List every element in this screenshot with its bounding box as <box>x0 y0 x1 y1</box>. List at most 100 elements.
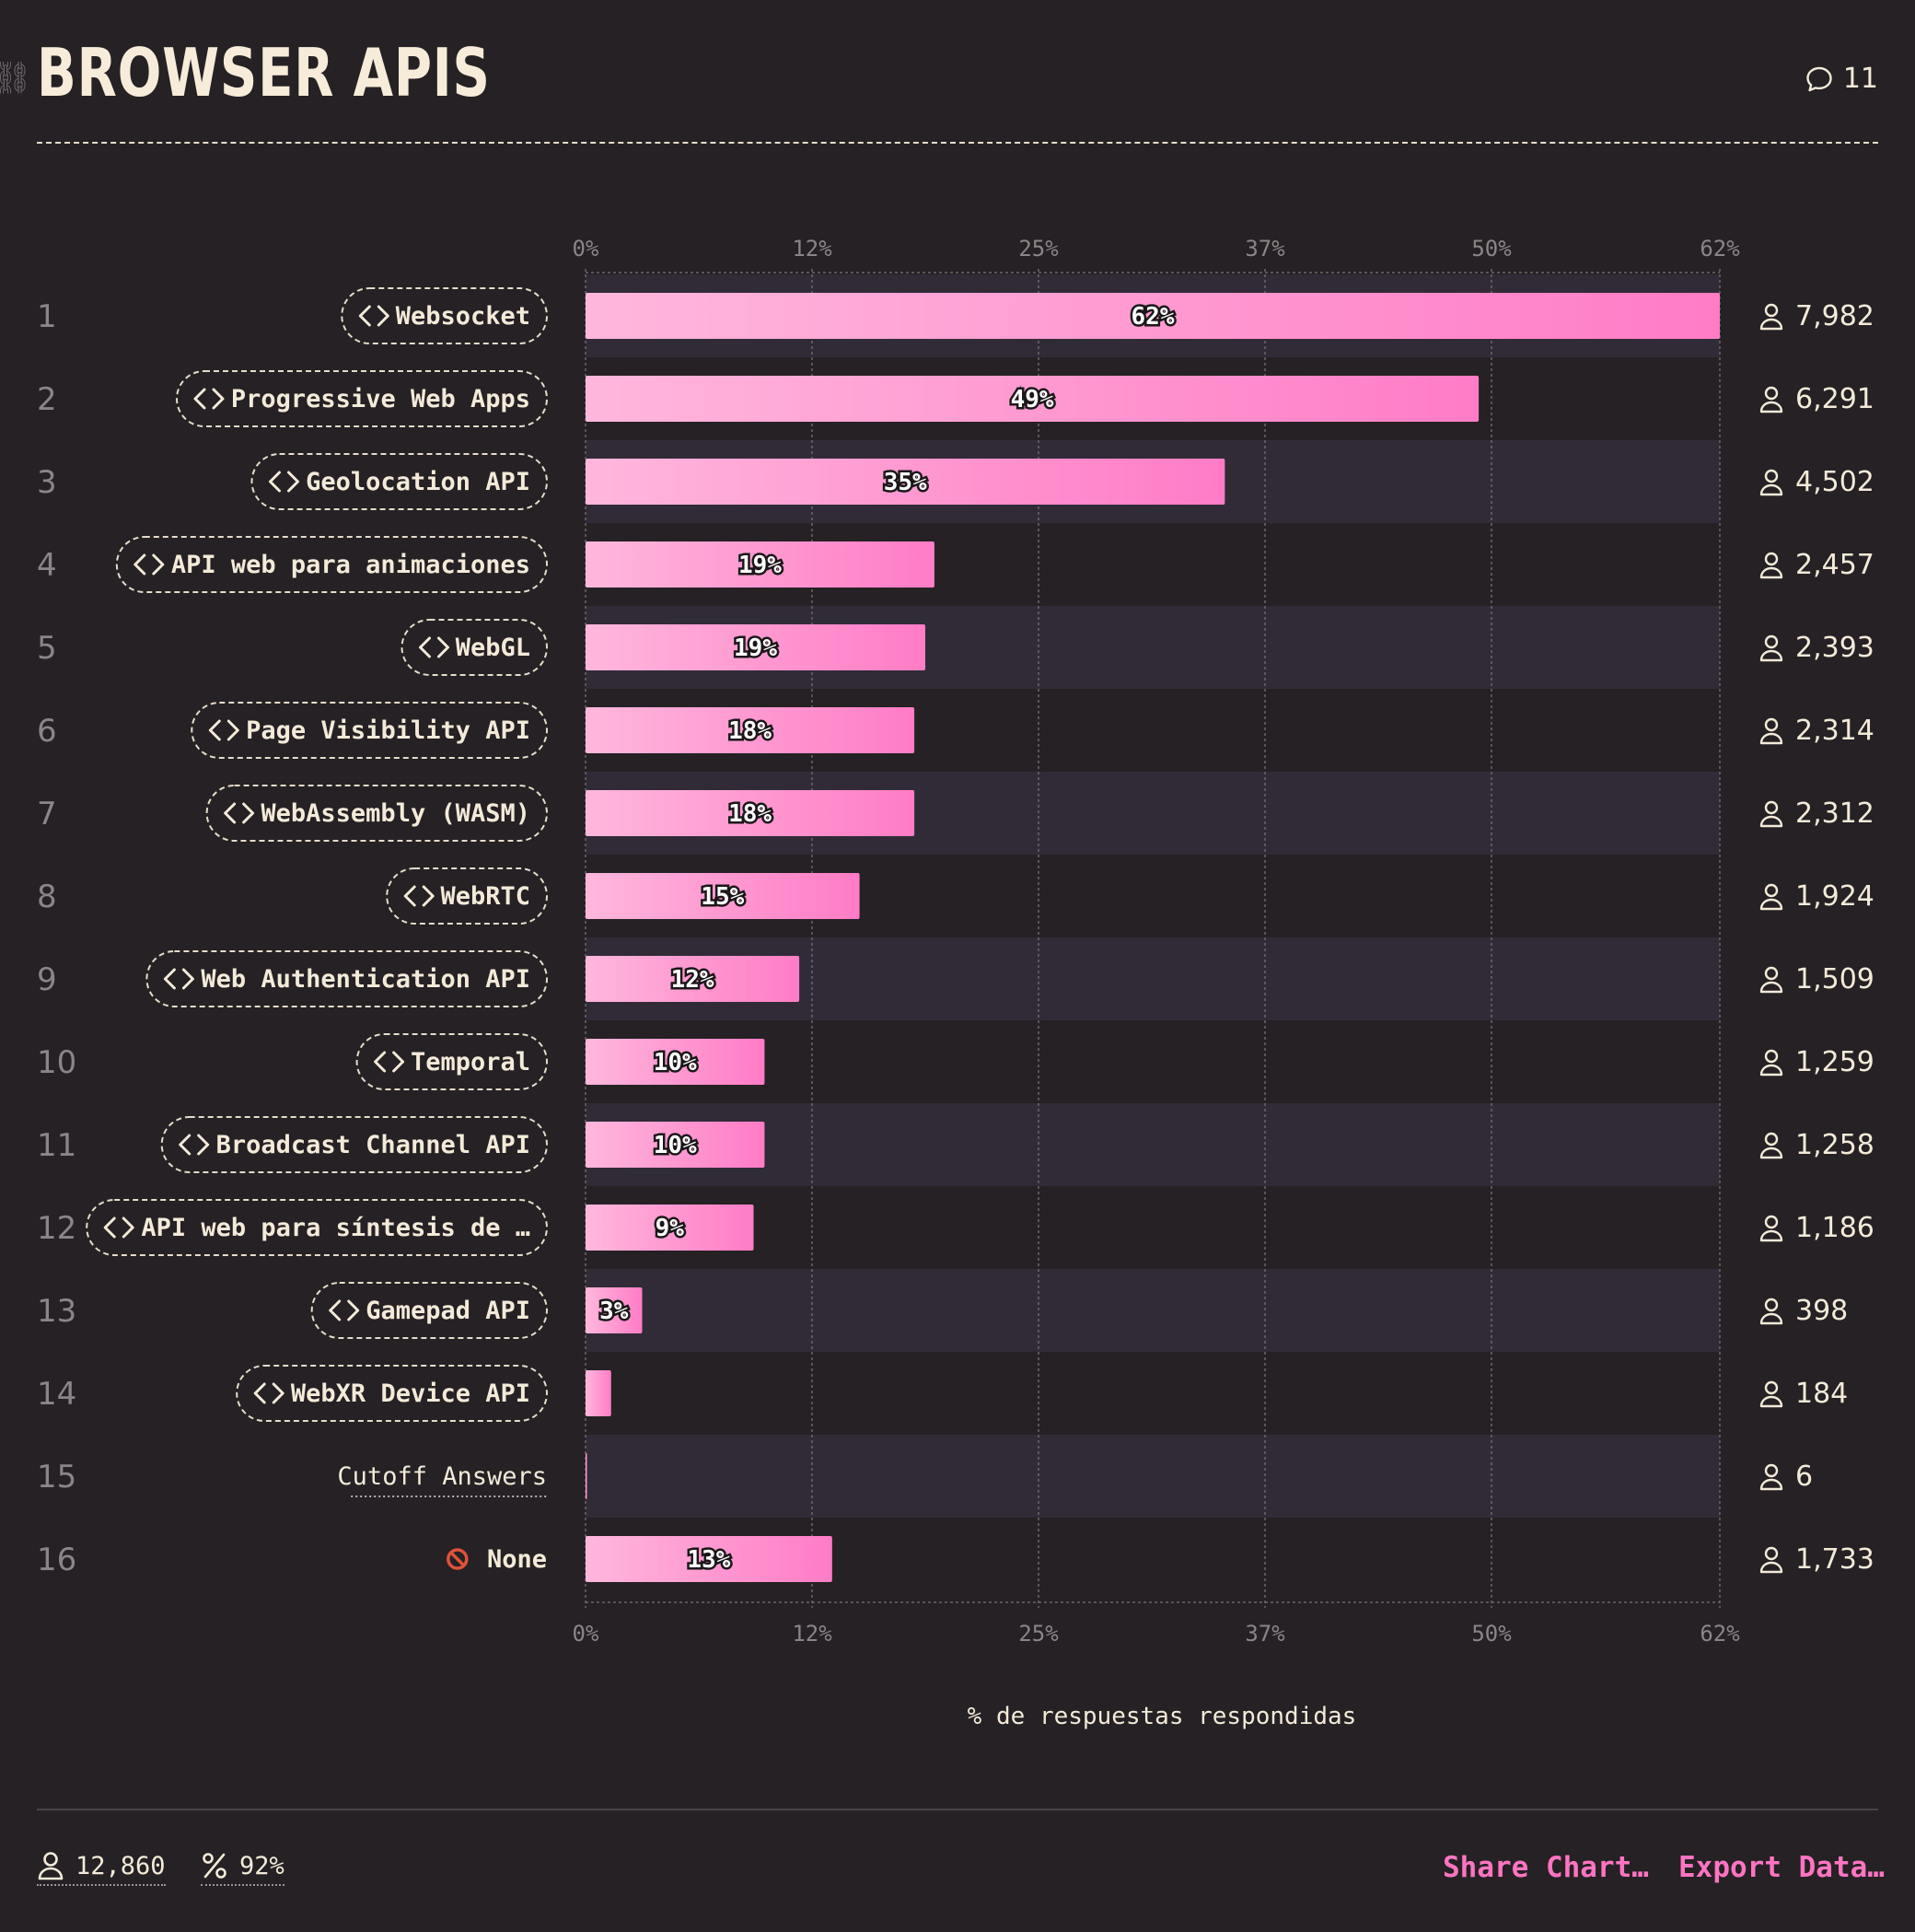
bar-value-label: 12% <box>671 966 714 994</box>
feature-label-border <box>205 785 548 842</box>
bar-chart: 0% 0% 12% 12% 25% 25% 37% 37% 50% 50% 62% 62% % de r… <box>37 236 1874 1730</box>
feature-label: Temporal <box>411 1048 530 1077</box>
respondent-count: 6 <box>1795 1461 1813 1493</box>
bar <box>586 1205 754 1251</box>
feature-label-pill[interactable]: Broadcast Channel API <box>160 1116 548 1173</box>
feature-label-pill[interactable]: WebRTC <box>386 867 549 925</box>
code-brackets-icon <box>374 1051 405 1073</box>
feature-label-border <box>386 867 549 925</box>
respondent-count: 6,291 <box>1795 383 1874 415</box>
bar-value-label: 10% <box>654 1049 697 1077</box>
no-entry-icon-slash <box>449 1551 466 1567</box>
respondent-count: 1,186 <box>1795 1212 1874 1244</box>
feature-label-pill[interactable]: Temporal <box>355 1033 548 1090</box>
code-brackets-icon <box>403 885 435 907</box>
user-icon <box>38 1852 64 1880</box>
completion-stat[interactable]: 92% <box>201 1851 284 1886</box>
row-rank: 10 <box>37 1044 76 1081</box>
row-rank: 7 <box>37 796 57 832</box>
row-rank: 2 <box>37 381 57 418</box>
feature-label-pill[interactable]: Web Authentication API <box>145 950 548 1007</box>
user-icon <box>1764 386 1779 401</box>
bar <box>586 541 934 588</box>
bar <box>586 1039 765 1085</box>
respondent-count: 398 <box>1795 1295 1848 1327</box>
user-icon-body <box>1759 981 1783 994</box>
bar-value-label: 3% <box>599 1298 629 1325</box>
feature-label-pill[interactable]: Page Visibility API <box>191 702 549 759</box>
x-tick-label-bottom: 50% <box>1471 1621 1512 1647</box>
row-rank: 9 <box>37 961 57 998</box>
row-stripe <box>586 1103 1720 1186</box>
feature-label-pill[interactable]: Websocket <box>341 287 548 344</box>
bar <box>586 790 915 836</box>
user-icon <box>1764 1132 1779 1146</box>
user-icon-body <box>1759 732 1783 745</box>
code-brackets-icon <box>253 1382 284 1404</box>
feature-label-pill[interactable]: API web para animaciones <box>115 536 549 593</box>
share-chart-button[interactable]: Share Chart… <box>1443 1851 1649 1884</box>
code-brackets-icon <box>193 388 225 410</box>
x-tick-label-top: 37% <box>1245 236 1285 262</box>
bar-value-label: 19% <box>738 552 782 579</box>
user-icon-body <box>1759 1478 1783 1491</box>
respondents-count: 12,860 <box>75 1851 166 1880</box>
user-icon-body <box>1759 318 1783 331</box>
feature-label-pill[interactable]: Progressive Web Apps <box>176 370 548 427</box>
footer-divider <box>37 1809 1878 1810</box>
feature-label: Progressive Web Apps <box>231 385 530 413</box>
x-tick-label-top: 62% <box>1700 236 1740 262</box>
bar <box>586 707 915 753</box>
feature-label-pill[interactable]: Gamepad API <box>310 1282 549 1339</box>
row-rank: 13 <box>37 1293 76 1330</box>
bar <box>586 873 860 919</box>
feature-label-border <box>115 536 549 593</box>
row-rank: 4 <box>37 547 57 584</box>
feature-label: API web para animaciones <box>171 551 530 579</box>
row-rank: 8 <box>37 879 57 915</box>
link-icon[interactable]: ⛓ <box>0 60 33 97</box>
row-rank: 11 <box>37 1127 76 1164</box>
user-icon-body <box>1759 1561 1783 1574</box>
comments-count: 11 <box>1842 63 1878 95</box>
feature-label: Websocket <box>396 302 530 331</box>
respondent-count: 1,924 <box>1795 880 1874 913</box>
x-axis-title: % de respuestas respondidas <box>968 1703 1357 1730</box>
export-data-button[interactable]: Export Data… <box>1678 1851 1885 1884</box>
respondent-count: 184 <box>1795 1378 1848 1410</box>
respondent-count: 2,393 <box>1795 632 1874 664</box>
comments-button[interactable]: 11 <box>1805 63 1878 95</box>
bar-value-label: 19% <box>734 634 777 662</box>
x-tick-label-top: 0% <box>573 236 599 262</box>
feature-label-pill[interactable]: WebAssembly (WASM) <box>205 785 548 842</box>
user-icon-body <box>1759 815 1783 828</box>
user-icon <box>1764 303 1779 318</box>
feature-label-pill[interactable]: WebXR Device API <box>236 1365 548 1422</box>
feature-label-pill[interactable]: API web para síntesis de … <box>86 1199 548 1256</box>
feature-label-pill[interactable]: WebGL <box>400 619 548 676</box>
code-brackets-icon <box>133 553 165 576</box>
bar <box>586 1370 611 1416</box>
feature-label: Web Authentication API <box>201 965 530 994</box>
cutoff-answers-label[interactable]: Cutoff Answers <box>337 1462 547 1491</box>
respondent-count: 2,457 <box>1795 549 1874 581</box>
respondents-stat[interactable]: 12,860 <box>37 1851 166 1886</box>
user-icon-body <box>1759 898 1783 911</box>
bar-value-label: 62% <box>1132 303 1175 331</box>
row-rank: 15 <box>37 1459 76 1496</box>
user-icon <box>1764 1546 1779 1561</box>
bar <box>586 1287 643 1333</box>
user-icon <box>1764 1215 1779 1229</box>
feature-label-border <box>160 1116 548 1173</box>
code-brackets-icon <box>269 471 299 493</box>
bar <box>586 459 1225 505</box>
feature-label-pill[interactable]: Geolocation API <box>250 453 548 510</box>
feature-label-border <box>236 1365 548 1422</box>
code-brackets-icon <box>224 802 255 824</box>
feature-label-border <box>400 619 548 676</box>
x-tick-label-bottom: 37% <box>1245 1621 1285 1647</box>
bar <box>586 1122 765 1168</box>
bar <box>586 956 800 1002</box>
page-title: BROWSER APIS <box>37 34 491 111</box>
header-divider <box>37 142 1878 144</box>
